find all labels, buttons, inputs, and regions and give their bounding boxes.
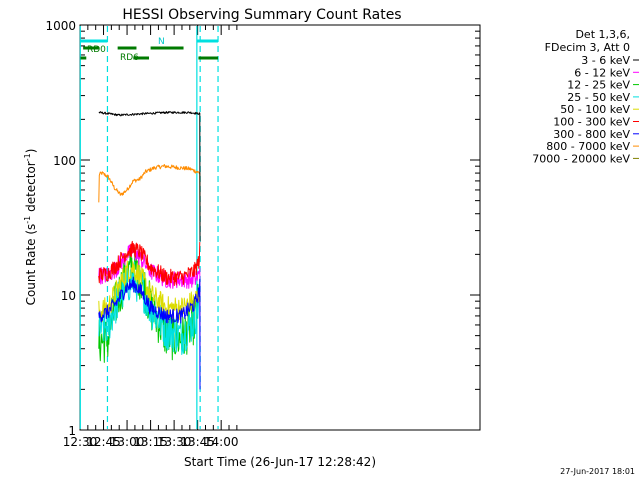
y-axis-label-mid: detector xyxy=(24,161,38,216)
annotation-n: N xyxy=(158,37,165,47)
legend-label: 100 - 300 keV xyxy=(553,116,630,129)
legend-title-1: Det 1,3,6, xyxy=(575,28,630,41)
flag-bars xyxy=(80,39,219,60)
legend-label: 25 - 50 keV xyxy=(567,91,630,104)
x-tick-label: 13:45 xyxy=(180,435,215,449)
x-tick-label: 14:00 xyxy=(204,435,239,449)
series-line-6 xyxy=(98,276,201,390)
legend-label: 12 - 25 keV xyxy=(567,79,630,92)
legend-label: 50 - 100 keV xyxy=(560,103,630,116)
x-tick-label: 12:45 xyxy=(86,435,121,449)
x-tick-label: 13:00 xyxy=(110,435,145,449)
x-tick-label: 13:15 xyxy=(133,435,168,449)
series-line-5 xyxy=(98,240,201,286)
data-series xyxy=(98,111,201,390)
x-tick-label: 12:30 xyxy=(63,435,98,449)
series-line-0 xyxy=(98,111,201,242)
y-tick-label: 10 xyxy=(61,289,76,303)
annotation-rd6: RD6 xyxy=(120,53,139,63)
x-tick-label: 13:30 xyxy=(157,435,192,449)
y-axis-label-base: Count Rate (s xyxy=(24,224,38,306)
legend-label: 6 - 12 keV xyxy=(574,66,630,79)
footer-timestamp: 27-Jun-2017 18:01 xyxy=(560,467,635,476)
y-axis-label: Count Rate (s-1 detector-1) xyxy=(23,149,38,306)
legend-label: 800 - 7000 keV xyxy=(546,140,630,153)
y-tick-label: 100 xyxy=(53,154,76,168)
chart-title: HESSI Observing Summary Count Rates xyxy=(122,7,401,23)
y-axis-label-end: ) xyxy=(24,149,38,154)
y-axis-label-sup2: -1 xyxy=(23,153,32,161)
series-line-4 xyxy=(98,260,201,322)
x-axis-label: Start Time (26-Jun-17 12:28:42) xyxy=(184,455,376,469)
legend-title-2: FDecim 3, Att 0 xyxy=(545,41,630,54)
legend-label: 3 - 6 keV xyxy=(581,54,630,67)
annotation-rd0: RD0 xyxy=(87,45,106,55)
series-line-7 xyxy=(98,164,201,231)
y-tick-label: 1000 xyxy=(45,19,76,33)
series-line-3 xyxy=(98,261,201,355)
y-axis-label-sup1: -1 xyxy=(23,216,32,224)
legend-label: 7000 - 20000 keV xyxy=(532,152,630,165)
legend-label: 300 - 800 keV xyxy=(553,128,630,141)
y-tick-label: 1 xyxy=(68,424,76,438)
